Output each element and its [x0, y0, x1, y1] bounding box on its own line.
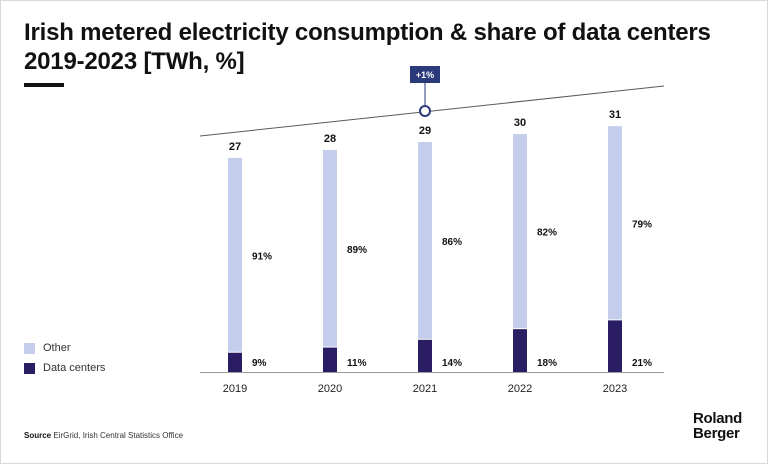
- bar-other-2020: [323, 149, 337, 347]
- legend-label-data-centers: Data centers: [43, 362, 106, 374]
- data-centers-pct-label-2023: 21%: [632, 358, 652, 369]
- data-centers-pct-label-2021: 14%: [442, 358, 462, 369]
- total-label-2019: 27: [229, 141, 241, 153]
- x-tick-label-2023: 2023: [603, 383, 627, 395]
- bar-data-centers-2023: [608, 320, 622, 372]
- total-label-2023: 31: [609, 109, 621, 121]
- x-tick-label-2022: 2022: [508, 383, 532, 395]
- source-note: Source EirGrid, Irish Central Statistics…: [24, 431, 183, 440]
- trend-line: [199, 85, 665, 137]
- source-label: Source: [24, 431, 52, 440]
- legend-item-other: Other: [24, 342, 71, 354]
- total-label-2020: 28: [324, 133, 336, 145]
- chart-title: Irish metered electricity consumption & …: [24, 19, 711, 75]
- other-pct-label-2020: 89%: [347, 245, 367, 256]
- legend-item-data-centers: Data centers: [24, 362, 105, 374]
- roland-berger-logo: Roland Berger: [693, 411, 742, 441]
- bar-other-2019: [228, 157, 242, 352]
- data-centers-pct-label-2022: 18%: [537, 358, 557, 369]
- bar-data-centers-2019: [228, 352, 242, 372]
- legend-label-other: Other: [43, 342, 71, 354]
- legend-swatch-data-centers: [24, 362, 35, 374]
- x-tick-label-2021: 2021: [413, 383, 437, 395]
- annotation-marker: [419, 105, 431, 117]
- total-label-2022: 30: [514, 117, 526, 129]
- other-pct-label-2019: 91%: [252, 251, 272, 262]
- bar-other-2021: [418, 142, 432, 339]
- other-pct-label-2021: 86%: [442, 237, 462, 248]
- x-tick-label-2019: 2019: [223, 383, 247, 395]
- data-centers-pct-label-2020: 11%: [347, 358, 367, 369]
- logo-line-1: Roland: [693, 410, 743, 427]
- logo-line-2: Berger: [693, 425, 740, 442]
- bar-other-2022: [513, 134, 527, 329]
- bar-data-centers-2020: [323, 347, 337, 372]
- data-centers-pct-label-2019: 9%: [252, 358, 267, 369]
- legend-swatch-other: [24, 342, 35, 354]
- total-label-2021: 29: [419, 125, 431, 137]
- annotation-label: +1%: [416, 70, 434, 80]
- other-pct-label-2023: 79%: [632, 219, 652, 230]
- x-tick-label-2020: 2020: [318, 383, 342, 395]
- other-pct-label-2022: 82%: [537, 228, 557, 239]
- annotation-badge: [410, 66, 440, 83]
- bar-data-centers-2021: [418, 339, 432, 372]
- title-underline: [24, 83, 64, 87]
- bar-data-centers-2022: [513, 329, 527, 372]
- source-text: EirGrid, Irish Central Statistics Office: [53, 431, 184, 440]
- bar-other-2023: [608, 126, 622, 320]
